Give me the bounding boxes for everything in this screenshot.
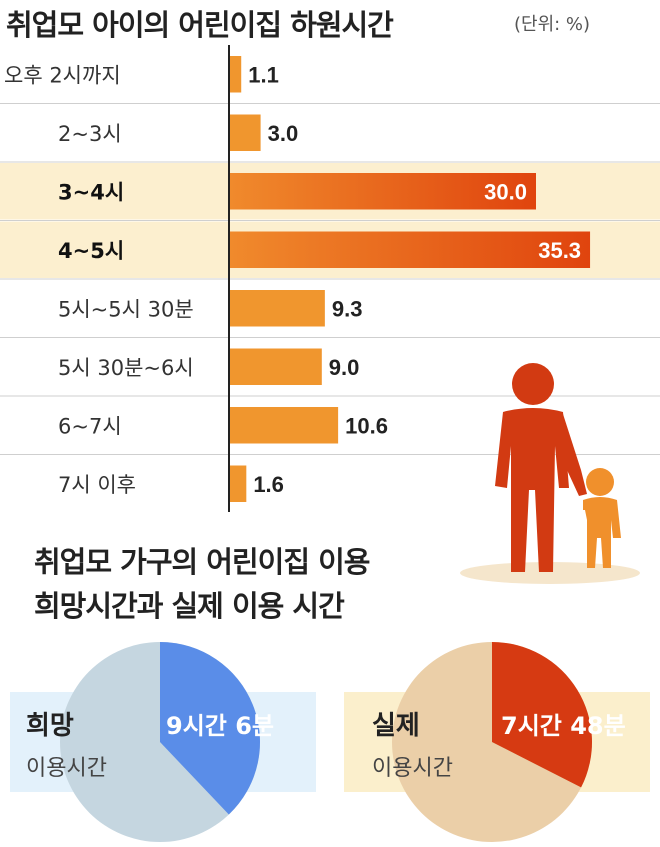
- pie-actual-name: 실제: [372, 711, 420, 741]
- value-label: 3.0: [268, 121, 299, 146]
- bar: [230, 407, 339, 444]
- category-label: 3~4시: [58, 180, 124, 204]
- pie-hope-value-slice: [160, 642, 260, 815]
- category-label: 6~7시: [58, 414, 122, 438]
- section2-title-line1: 취업모 가구의 어린이집 이용: [34, 545, 370, 579]
- category-label: 4~5시: [58, 239, 124, 263]
- unit-label: (단위: %): [514, 14, 591, 35]
- value-label: 9.3: [332, 296, 363, 321]
- bar: [230, 465, 247, 502]
- pie-hope-value: 9시간 6분: [166, 712, 274, 740]
- bar: [230, 231, 591, 268]
- bar: [230, 290, 325, 327]
- value-label: 35.3: [538, 238, 581, 263]
- pie-hope-name: 희망: [26, 711, 74, 741]
- pie-actual-subtitle: 이용시간: [372, 756, 453, 781]
- pie-actual-chart: [392, 642, 592, 842]
- category-label: 5시 30분~6시: [58, 356, 194, 380]
- pie-actual-value-slice: [492, 642, 592, 788]
- pie-actual-value: 7시간 48분: [501, 712, 626, 740]
- section2-title-line2: 희망시간과 실제 이용 시간: [34, 589, 345, 623]
- section2-title: 취업모 가구의 어린이집 이용 희망시간과 실제 이용 시간: [34, 540, 370, 628]
- category-label: 오후 2시까지: [4, 63, 121, 87]
- bar: [230, 173, 536, 210]
- value-label: 1.1: [248, 62, 279, 87]
- bar: [230, 114, 261, 151]
- value-label: 9.0: [329, 355, 360, 380]
- bar: [230, 348, 322, 385]
- parent-child-icon: [460, 363, 640, 584]
- value-label: 10.6: [345, 413, 388, 438]
- bar: [230, 56, 242, 93]
- pie-hope-chart: [60, 642, 260, 842]
- category-label: 7시 이후: [58, 473, 136, 497]
- bar-chart: 오후 2시까지 1.1 2~3시 3.0 3~4시 30.0 4~5시 35.3 5시~5시 3…: [0, 45, 660, 512]
- chart-title: 취업모 아이의 어린이집 하원시간: [6, 8, 394, 42]
- value-label: 30.0: [484, 179, 527, 204]
- pie-hope-subtitle: 이용시간: [26, 756, 107, 781]
- category-label: 2~3시: [58, 122, 122, 146]
- category-label: 5시~5시 30분: [58, 297, 194, 321]
- value-label: 1.6: [253, 472, 284, 497]
